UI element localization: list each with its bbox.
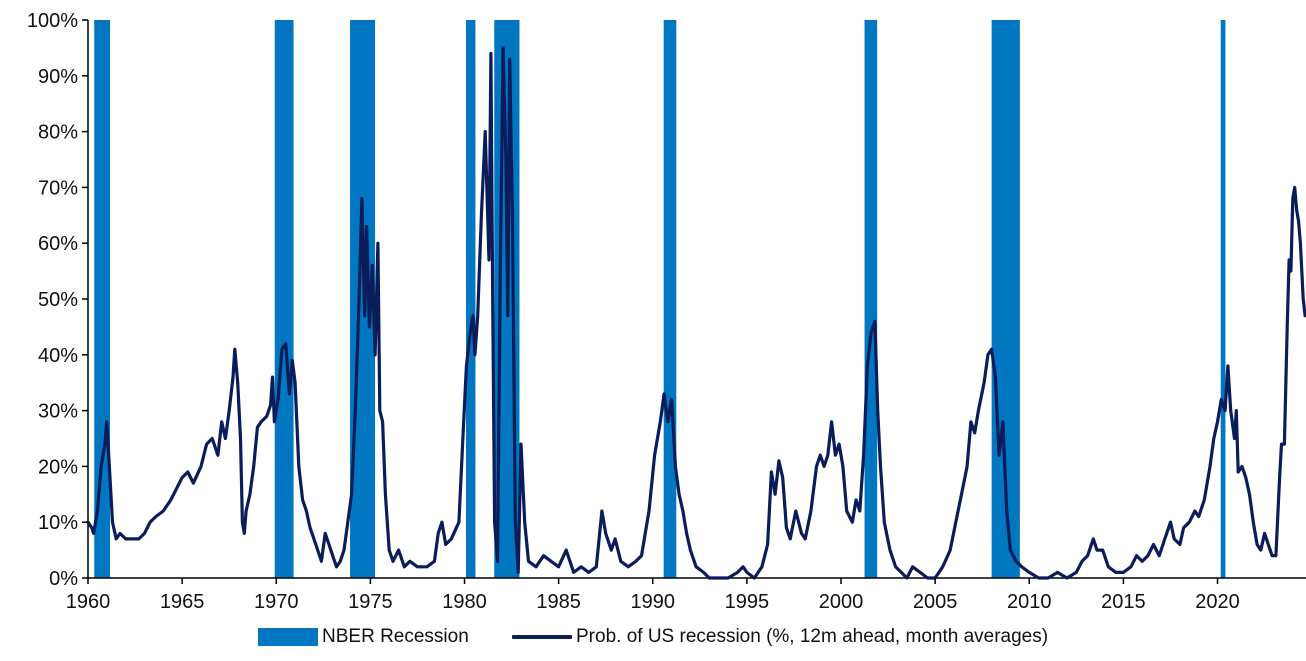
y-tick-label: 60% [38,233,78,255]
legend-swatch-recession [258,628,318,646]
x-tick-label: 1965 [160,591,205,613]
legend-label-line: Prob. of US recession (%, 12m ahead, mon… [576,626,1049,647]
x-tick-label: 1960 [66,591,111,613]
legend-item-line: Prob. of US recession (%, 12m ahead, mon… [512,622,1048,652]
series-layer [86,46,1306,580]
y-tick-label: 90% [38,66,78,88]
x-tick-label: 1990 [631,591,676,613]
x-axis-ticks: 1960 1965 1970 1975 1980 1985 1990 1995 2000 2005… [66,578,1240,613]
y-tick-label: 0% [49,568,78,590]
y-tick-label: 10% [38,512,78,534]
recession-band [864,20,878,578]
y-axis-ticks: 0% 10% 20% 30% 40% 50% 60% 70% 80% 90% 100% [27,10,88,590]
series-line [86,46,1306,580]
recession-band [466,20,476,578]
recession-band [274,20,294,578]
y-tick-label: 20% [38,456,78,478]
legend: NBER Recession Prob. of US recession (%,… [0,622,1306,652]
recession-band [1220,20,1226,578]
x-tick-label: 2015 [1101,591,1146,613]
x-tick-label: 2005 [913,591,958,613]
y-tick-label: 50% [38,289,78,311]
legend-swatch-line [512,635,572,639]
recession-bands [94,20,1226,578]
y-tick-label: 30% [38,401,78,423]
axes [87,20,1306,579]
x-tick-label: 2020 [1195,591,1240,613]
x-tick-label: 2000 [819,591,864,613]
x-tick-label: 1975 [348,591,393,613]
legend-item-recession: NBER Recession [258,622,469,652]
x-tick-label: 1985 [536,591,581,613]
legend-label-recession: NBER Recession [322,626,469,647]
x-tick-label: 2010 [1007,591,1052,613]
y-tick-label: 100% [27,10,78,32]
recession-band [663,20,677,578]
x-tick-label: 1995 [725,591,770,613]
x-tick-label: 1980 [442,591,487,613]
x-tick-label: 1970 [254,591,299,613]
y-tick-label: 80% [38,122,78,144]
y-tick-label: 40% [38,345,78,367]
recession-band [94,20,111,578]
y-tick-label: 70% [38,177,78,199]
